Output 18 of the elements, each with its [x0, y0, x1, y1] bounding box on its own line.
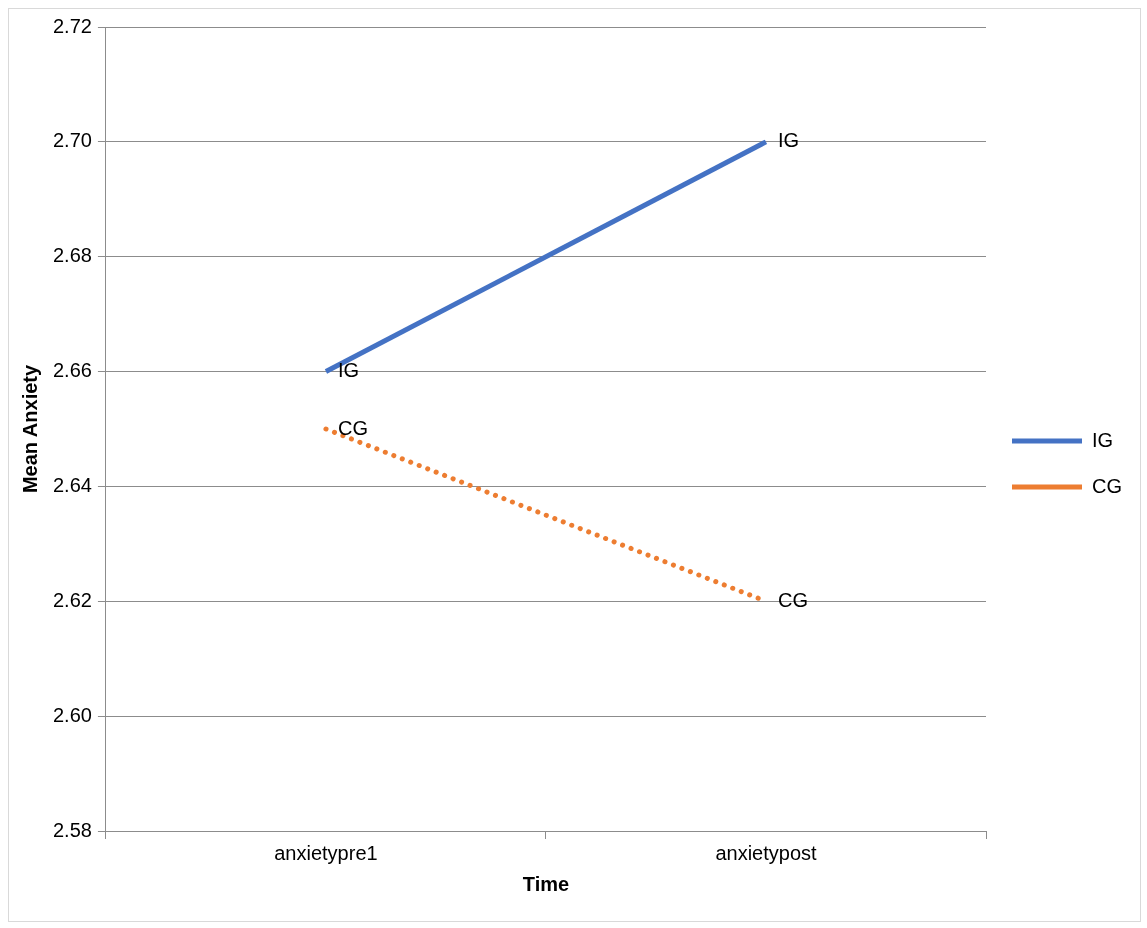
annotation: IG [777, 129, 800, 152]
y-axis-title: Mean Anxiety [18, 364, 41, 494]
legend-label: CG [1092, 474, 1122, 497]
x-axis-title: Time [522, 872, 570, 895]
y-tick-label: 2.64 [52, 473, 92, 496]
annotation: CG [337, 416, 368, 439]
y-tick-label: 2.60 [52, 703, 92, 726]
x-tick-label: anxietypost [715, 841, 818, 864]
y-tick-label: 2.72 [52, 14, 92, 37]
annotation: IG [337, 359, 360, 382]
x-tick-label: anxietypre1 [274, 841, 378, 864]
y-tick-label: 2.58 [52, 818, 92, 841]
y-tick-label: 2.66 [52, 359, 92, 382]
y-tick-label: 2.70 [52, 129, 92, 152]
y-tick-label: 2.62 [52, 588, 92, 611]
y-tick-label: 2.68 [52, 244, 92, 267]
annotation: CG [777, 588, 808, 611]
legend-label: IG [1092, 428, 1114, 451]
